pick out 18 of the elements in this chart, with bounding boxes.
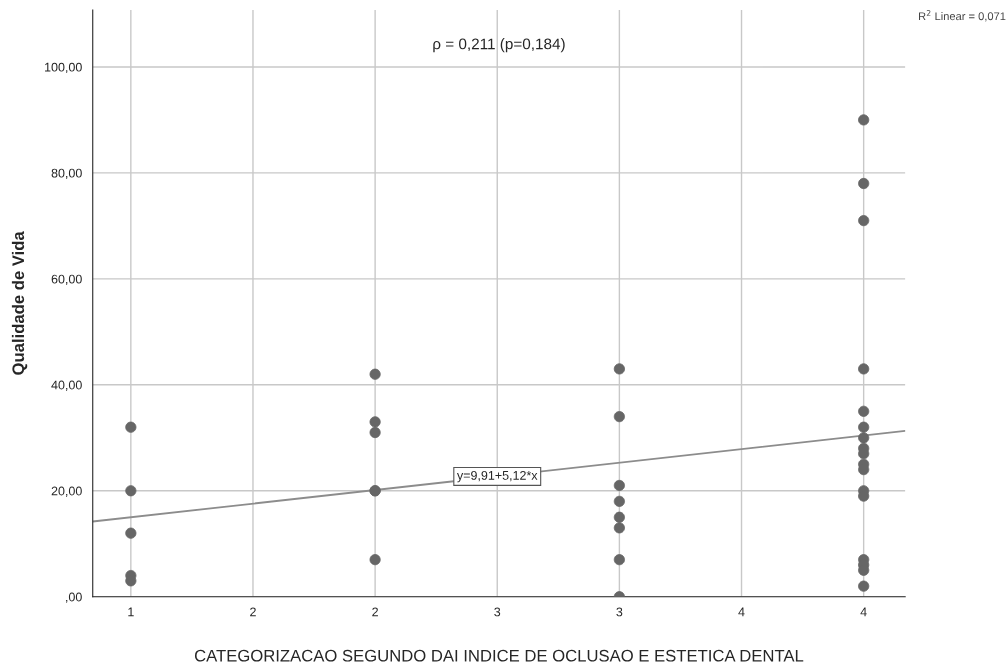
annotation: y=9,91+5,12*x (456, 470, 538, 483)
x-tick-label: 3 (494, 607, 501, 617)
x-tick-label: 1 (128, 607, 134, 617)
y-tick-label: ,00 (66, 592, 82, 603)
annotation: ρ = 0,211 (p=0,184) (433, 38, 565, 53)
y-tick-label: 20,00 (51, 486, 82, 497)
x-tick-label: 2 (372, 607, 378, 617)
y-tick-label: 40,00 (51, 380, 82, 391)
x-tick-label: 3 (616, 607, 623, 617)
y-tick-label: 60,00 (51, 274, 82, 285)
x-tick-label: 4 (860, 607, 867, 617)
x-axis-title: CATEGORIZACAO SEGUNDO DAI INDICE DE OCLUSAO E ESTETICA DENTAL (194, 649, 804, 662)
y-tick-label: 100,00 (45, 62, 82, 74)
y-tick-label: 80,00 (51, 168, 82, 180)
text: R$^{2}$ Linear = 0,071 (919, 10, 1006, 22)
x-tick-label: 4 (738, 607, 745, 617)
x-tick-label: 2 (250, 607, 256, 617)
y-axis-title: Qualidade de Vida (11, 231, 28, 375)
